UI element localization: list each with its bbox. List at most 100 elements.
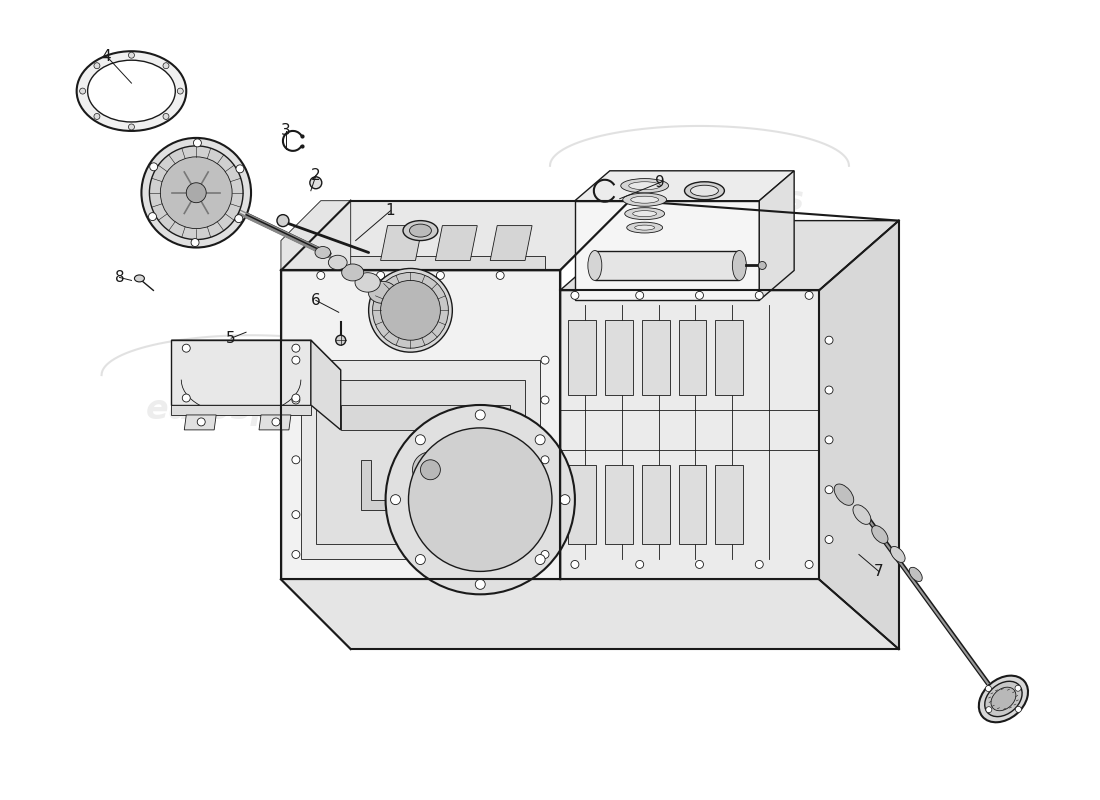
Circle shape xyxy=(1015,686,1021,691)
Circle shape xyxy=(825,336,833,344)
Circle shape xyxy=(412,452,449,488)
Circle shape xyxy=(825,436,833,444)
Text: 7: 7 xyxy=(874,564,883,579)
Circle shape xyxy=(177,88,184,94)
Circle shape xyxy=(310,177,322,189)
Circle shape xyxy=(381,281,440,340)
Ellipse shape xyxy=(834,484,854,506)
Circle shape xyxy=(475,410,485,420)
Text: eurospares: eurospares xyxy=(594,184,805,217)
Circle shape xyxy=(695,561,704,569)
Circle shape xyxy=(150,146,243,239)
Ellipse shape xyxy=(134,275,144,282)
Polygon shape xyxy=(361,460,500,510)
Ellipse shape xyxy=(984,682,1022,717)
Circle shape xyxy=(129,52,134,58)
Circle shape xyxy=(571,561,579,569)
Polygon shape xyxy=(185,415,217,430)
Bar xyxy=(641,465,670,545)
Polygon shape xyxy=(316,380,525,545)
Ellipse shape xyxy=(328,255,348,270)
Text: 4: 4 xyxy=(101,49,111,64)
Text: 5: 5 xyxy=(227,330,235,346)
Circle shape xyxy=(636,291,644,299)
Circle shape xyxy=(234,214,243,222)
Circle shape xyxy=(571,291,579,299)
Polygon shape xyxy=(436,226,477,261)
Circle shape xyxy=(79,88,86,94)
Polygon shape xyxy=(575,201,759,300)
Ellipse shape xyxy=(627,222,662,233)
Circle shape xyxy=(163,62,169,69)
Circle shape xyxy=(636,561,644,569)
Circle shape xyxy=(292,396,300,404)
Circle shape xyxy=(805,561,813,569)
Circle shape xyxy=(161,157,232,229)
Circle shape xyxy=(695,291,704,299)
Polygon shape xyxy=(820,221,899,649)
Text: 9: 9 xyxy=(654,175,664,190)
Polygon shape xyxy=(560,290,820,579)
Circle shape xyxy=(825,486,833,494)
Bar xyxy=(679,320,706,395)
Circle shape xyxy=(1015,706,1022,712)
Polygon shape xyxy=(311,340,341,430)
Circle shape xyxy=(986,706,992,713)
Circle shape xyxy=(825,386,833,394)
Circle shape xyxy=(475,579,485,590)
Circle shape xyxy=(536,554,546,565)
Bar xyxy=(568,465,596,545)
Polygon shape xyxy=(759,170,794,300)
Polygon shape xyxy=(280,579,899,649)
Ellipse shape xyxy=(684,182,725,200)
Circle shape xyxy=(758,262,767,270)
Circle shape xyxy=(541,510,549,518)
Circle shape xyxy=(376,271,385,279)
Circle shape xyxy=(186,182,206,202)
Circle shape xyxy=(386,405,575,594)
Text: 6: 6 xyxy=(311,293,321,308)
Ellipse shape xyxy=(891,546,905,562)
Ellipse shape xyxy=(587,250,602,281)
Ellipse shape xyxy=(635,225,654,230)
Circle shape xyxy=(272,418,279,426)
Ellipse shape xyxy=(691,186,718,196)
Circle shape xyxy=(336,335,345,345)
Ellipse shape xyxy=(979,676,1028,722)
Bar xyxy=(605,320,632,395)
Circle shape xyxy=(496,271,504,279)
Ellipse shape xyxy=(910,567,922,582)
Polygon shape xyxy=(172,340,341,370)
Polygon shape xyxy=(491,226,532,261)
Circle shape xyxy=(541,550,549,558)
Ellipse shape xyxy=(88,60,175,122)
Circle shape xyxy=(292,356,300,364)
Polygon shape xyxy=(341,405,510,430)
Circle shape xyxy=(416,554,426,565)
Polygon shape xyxy=(280,201,351,270)
Text: 3: 3 xyxy=(280,123,290,138)
Circle shape xyxy=(163,114,169,119)
Circle shape xyxy=(191,238,199,246)
Ellipse shape xyxy=(733,250,746,281)
Ellipse shape xyxy=(632,210,657,217)
Circle shape xyxy=(183,394,190,402)
Polygon shape xyxy=(172,405,311,415)
Circle shape xyxy=(541,396,549,404)
Circle shape xyxy=(292,394,300,402)
Circle shape xyxy=(368,269,452,352)
Ellipse shape xyxy=(342,264,364,281)
Circle shape xyxy=(541,456,549,464)
Circle shape xyxy=(536,434,546,445)
Circle shape xyxy=(194,139,201,147)
Circle shape xyxy=(437,271,444,279)
Polygon shape xyxy=(381,226,422,261)
Polygon shape xyxy=(280,270,560,579)
Ellipse shape xyxy=(368,282,397,303)
Circle shape xyxy=(390,494,400,505)
Circle shape xyxy=(825,535,833,543)
Circle shape xyxy=(292,510,300,518)
Circle shape xyxy=(416,434,426,445)
Ellipse shape xyxy=(620,178,669,193)
Circle shape xyxy=(408,428,552,571)
